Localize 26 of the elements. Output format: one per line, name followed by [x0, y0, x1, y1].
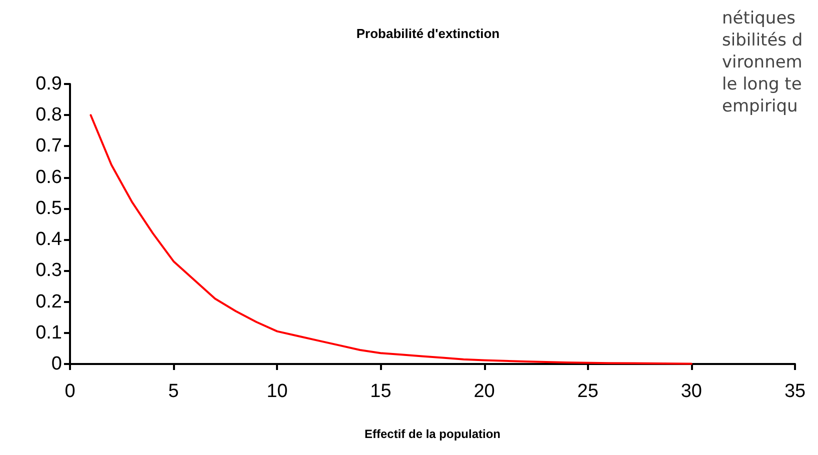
x-tick-label: 5 [168, 381, 179, 402]
text: vironnem [722, 52, 802, 72]
x-axis-title: Effectif de la population [364, 427, 501, 441]
x-tick-label: 30 [680, 381, 702, 402]
x-tick-label: 20 [474, 381, 495, 402]
x-tick-label: 10 [266, 381, 288, 402]
annotation: le long te [722, 74, 802, 94]
y-tick-label: 0.2 [36, 291, 62, 312]
text: nétiques [722, 8, 796, 28]
y-tick-label: 0 [51, 354, 62, 374]
y-tick-label: 0.8 [36, 104, 62, 126]
chart-title: Probabilité d'extinction [356, 26, 500, 41]
x-tick-label: 25 [577, 381, 598, 402]
y-tick-label: 0.6 [36, 166, 62, 188]
y-tick-label: 0.7 [36, 136, 62, 157]
line-series [90, 114, 692, 365]
y-tick-label: 0.3 [36, 260, 62, 282]
annotation: empiriqu [722, 96, 798, 116]
y-tick-label: 0.1 [36, 322, 62, 344]
y-tick-label: 0.9 [36, 74, 62, 94]
y-tick-label: 0.4 [36, 229, 62, 250]
text: sibilités d [722, 30, 803, 50]
x-tick-label: 15 [370, 381, 392, 402]
x-tick-label: 0 [64, 381, 76, 402]
x-tick-label: 35 [784, 381, 806, 402]
y-tick-label: 0.5 [36, 198, 62, 219]
